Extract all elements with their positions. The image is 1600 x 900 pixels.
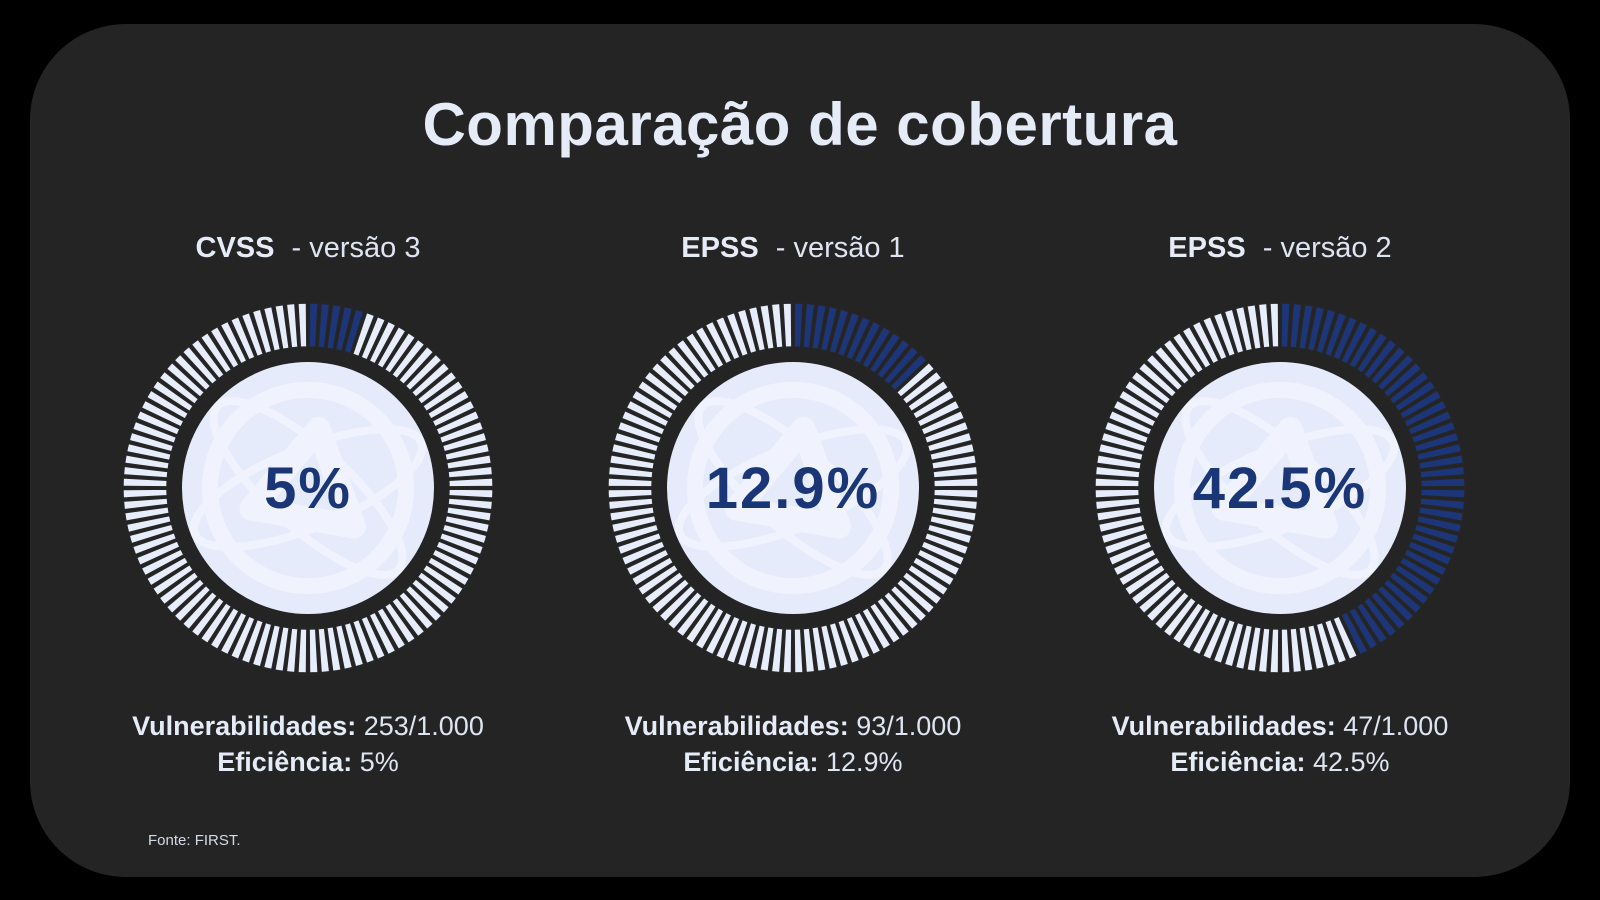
efficiency-label: Eficiência: bbox=[217, 747, 353, 777]
first-logo-watermark bbox=[1161, 381, 1399, 595]
stats-vulnerabilities: Vulnerabilidades: 93/1.000 bbox=[573, 708, 1013, 744]
stats-vulnerabilities: Vulnerabilidades: 47/1.000 bbox=[1060, 708, 1500, 744]
stats-vulnerabilities: Vulnerabilidades: 253/1.000 bbox=[88, 708, 528, 744]
first-logo-watermark bbox=[674, 381, 912, 595]
vulnerabilities-value: 253/1.000 bbox=[363, 711, 484, 741]
percent-value: 42.5% bbox=[1192, 455, 1368, 521]
gauge-ring bbox=[122, 302, 494, 674]
gauge-title-acronym: EPSS bbox=[1168, 232, 1246, 264]
source-note: Fonte: FIRST. bbox=[148, 832, 241, 849]
gauge-title-acronym: CVSS bbox=[195, 232, 275, 264]
gauge-title: EPSS - versão 2 bbox=[1060, 230, 1500, 266]
gauge-chart: 5% bbox=[118, 298, 498, 678]
gauge-title-version: - versão 3 bbox=[291, 232, 421, 264]
efficiency-value: 42.5% bbox=[1313, 747, 1390, 777]
gauge-chart: 12.9% bbox=[603, 298, 983, 678]
gauge-title-acronym: EPSS bbox=[681, 232, 759, 264]
vulnerabilities-value: 47/1.000 bbox=[1343, 711, 1449, 741]
gauge-stats: Vulnerabilidades: 47/1.000 Eficiência: 4… bbox=[1060, 708, 1500, 780]
gauge-section-epss-v2: EPSS - versão 2 42.5% Vulnerabilidades: … bbox=[1060, 230, 1500, 780]
vulnerabilities-label: Vulnerabilidades: bbox=[1111, 711, 1336, 741]
gauge-stats: Vulnerabilidades: 93/1.000 Eficiência: 1… bbox=[573, 708, 1013, 780]
gauge-ring bbox=[607, 302, 979, 674]
vulnerabilities-value: 93/1.000 bbox=[856, 711, 962, 741]
gauge-section-cvss-v3: CVSS - versão 3 5% Vulnerabilidades: 253… bbox=[88, 230, 528, 780]
stats-efficiency: Eficiência: 42.5% bbox=[1060, 744, 1500, 780]
stats-efficiency: Eficiência: 12.9% bbox=[573, 744, 1013, 780]
percent-value: 5% bbox=[264, 455, 352, 521]
efficiency-value: 12.9% bbox=[826, 747, 903, 777]
efficiency-value: 5% bbox=[359, 747, 399, 777]
gauge-title: EPSS - versão 1 bbox=[573, 230, 1013, 266]
gauge-ring bbox=[1094, 302, 1466, 674]
vulnerabilities-label: Vulnerabilidades: bbox=[624, 711, 849, 741]
gauge-chart: 42.5% bbox=[1090, 298, 1470, 678]
first-logo-watermark bbox=[189, 381, 427, 595]
gauge-title: CVSS - versão 3 bbox=[88, 230, 528, 266]
gauge-title-version: - versão 1 bbox=[775, 232, 905, 264]
percent-value: 12.9% bbox=[705, 455, 881, 521]
gauge-title-version: - versão 2 bbox=[1262, 232, 1392, 264]
infographic-panel: Comparação de cobertura CVSS - versão 3 … bbox=[30, 24, 1570, 877]
vulnerabilities-label: Vulnerabilidades: bbox=[132, 711, 357, 741]
efficiency-label: Eficiência: bbox=[1170, 747, 1306, 777]
efficiency-label: Eficiência: bbox=[683, 747, 819, 777]
stats-efficiency: Eficiência: 5% bbox=[88, 744, 528, 780]
page-title: Comparação de cobertura bbox=[422, 91, 1178, 158]
gauge-stats: Vulnerabilidades: 253/1.000 Eficiência: … bbox=[88, 708, 528, 780]
gauge-section-epss-v1: EPSS - versão 1 12.9% Vulnerabilidades: … bbox=[573, 230, 1013, 780]
